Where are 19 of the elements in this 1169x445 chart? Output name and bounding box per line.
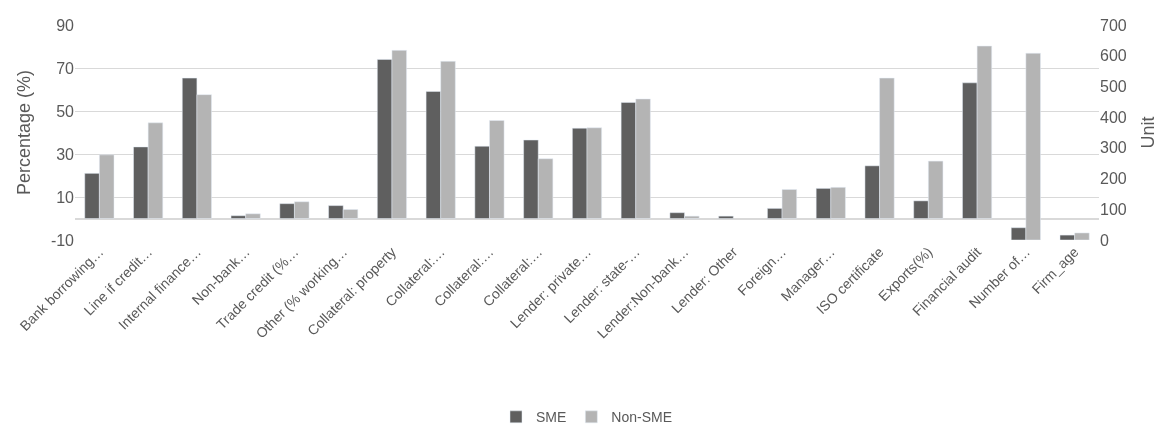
y-tick-label: 70 (56, 59, 75, 77)
y2-tick-label: 700 (1100, 16, 1127, 34)
y-tick-label: 30 (56, 145, 75, 163)
legend-label: SME (536, 409, 567, 426)
y2-tick-label: 100 (1100, 200, 1127, 218)
y-tick-label: -10 (50, 231, 75, 249)
bar (718, 215, 734, 219)
y-tick-label: 90 (56, 16, 75, 34)
y-axis-title: Percentage (%) (14, 69, 35, 196)
y-tick-label: 10 (56, 188, 75, 206)
y2-tick-label: 500 (1100, 78, 1127, 96)
y-tick-label: 50 (56, 102, 75, 120)
y2-tick-label: 300 (1100, 139, 1127, 157)
legend-label: Non-SME (611, 409, 673, 426)
y2-tick-label: 400 (1100, 108, 1127, 126)
y2-tick-label: 600 (1100, 47, 1127, 65)
y2-tick-label: 0 (1100, 231, 1109, 249)
y2-axis-title: Unit (1137, 116, 1158, 149)
y2-tick-label: 200 (1100, 170, 1127, 188)
